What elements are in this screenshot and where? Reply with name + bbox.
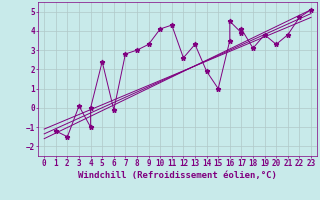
X-axis label: Windchill (Refroidissement éolien,°C): Windchill (Refroidissement éolien,°C): [78, 171, 277, 180]
